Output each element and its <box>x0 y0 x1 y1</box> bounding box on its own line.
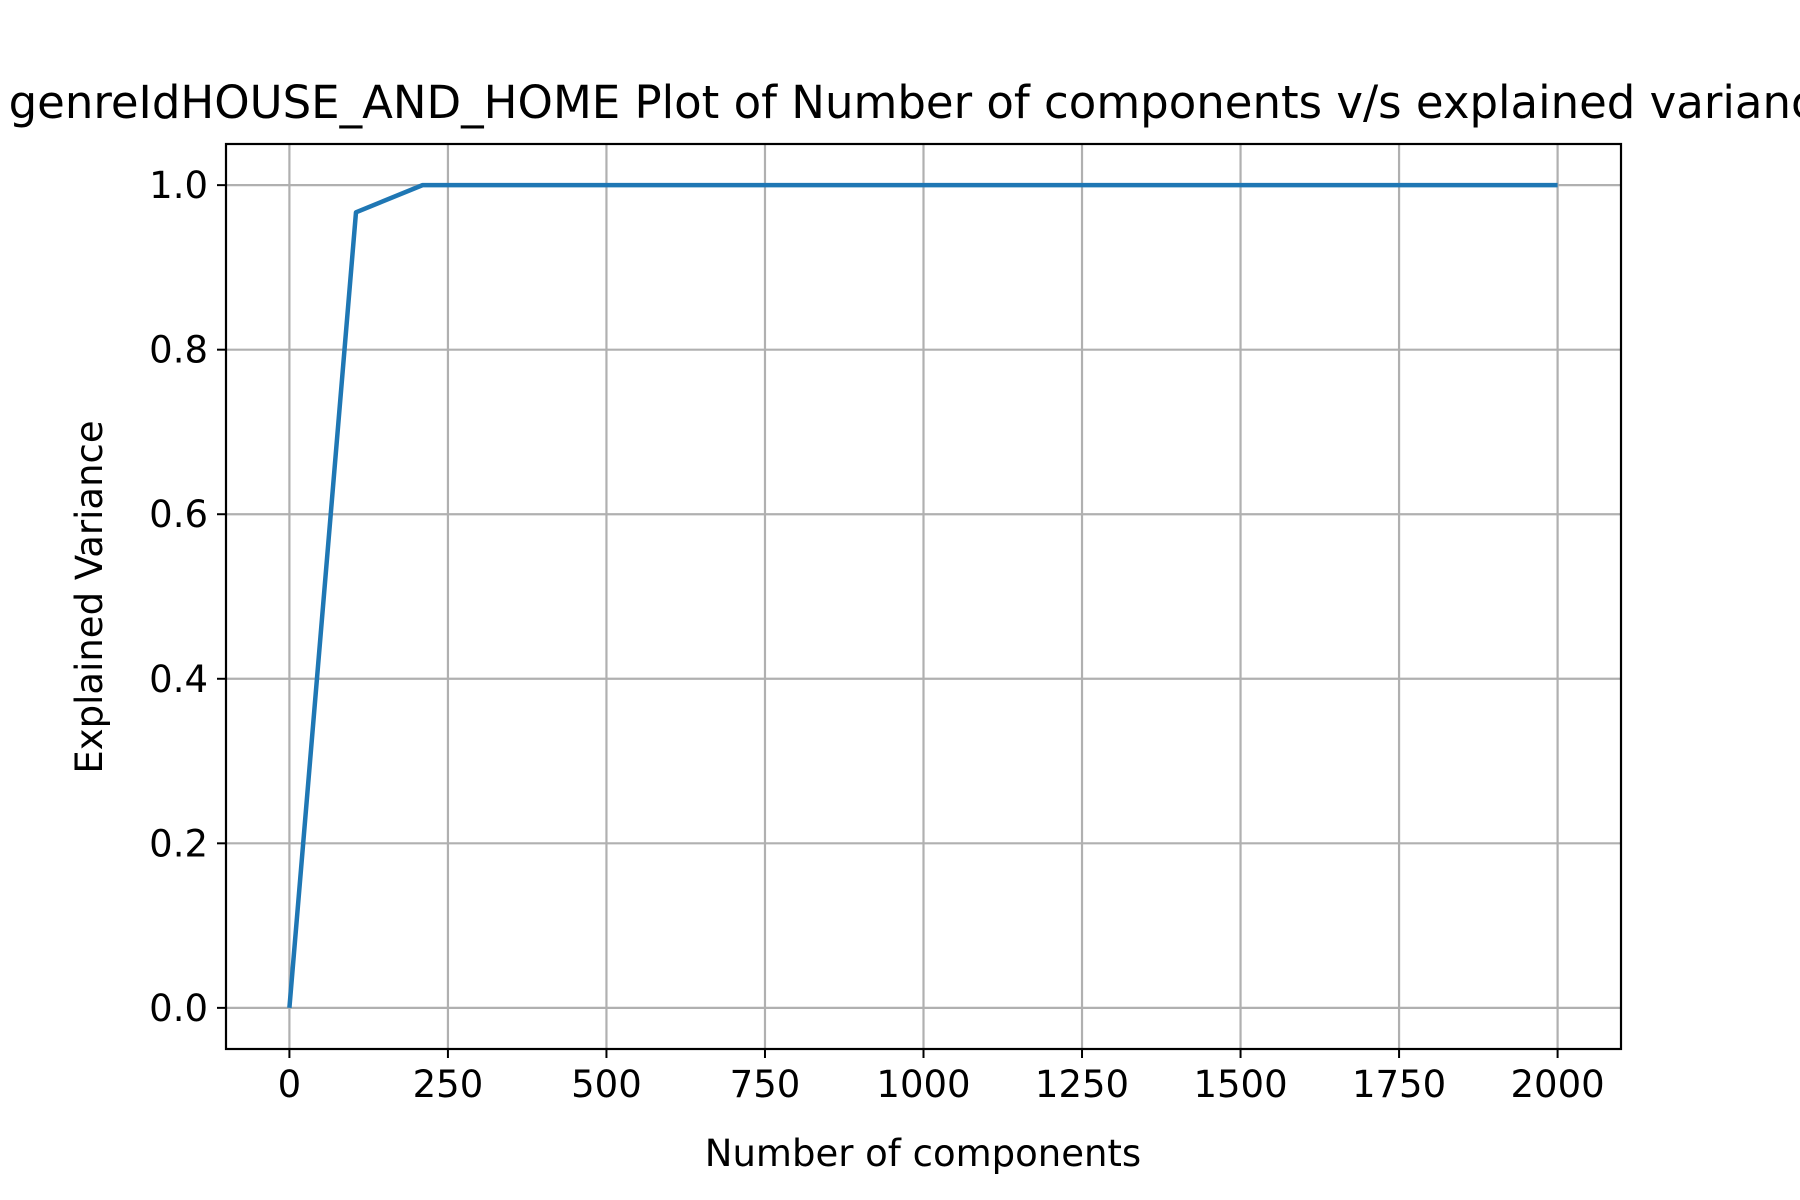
series-line-0 <box>287 182 1558 1009</box>
y-tick-label: 0.6 <box>149 493 208 536</box>
x-axis-ticks: 0 250 500 750 1000 1250 1500 1750 2000 <box>278 1049 1605 1106</box>
x-tick-label: 250 <box>413 1063 484 1106</box>
y-axis-label: Explained Variance <box>68 420 111 773</box>
x-tick-label: 1250 <box>1035 1063 1129 1106</box>
series-layer <box>287 182 1558 1009</box>
y-tick-label: 0.0 <box>149 987 208 1030</box>
y-axis-ticks: 0.0 0.2 0.4 0.6 0.8 1.0 <box>149 164 226 1030</box>
x-tick-label: 1500 <box>1193 1063 1287 1106</box>
chart-title: genreIdHOUSE_AND_HOME Plot of Number of … <box>9 76 1800 129</box>
grid-lines <box>226 144 1621 1049</box>
x-tick-label: 500 <box>571 1063 642 1106</box>
x-tick-label: 2000 <box>1511 1063 1605 1106</box>
x-tick-label: 750 <box>730 1063 801 1106</box>
x-tick-label: 1750 <box>1352 1063 1446 1106</box>
y-tick-label: 0.8 <box>149 329 208 372</box>
y-tick-label: 0.2 <box>149 822 208 865</box>
x-tick-label: 0 <box>278 1063 302 1106</box>
x-axis-label: Number of components <box>705 1132 1141 1175</box>
x-tick-label: 1000 <box>876 1063 970 1106</box>
y-tick-label: 0.4 <box>149 658 208 701</box>
y-tick-label: 1.0 <box>149 164 208 207</box>
